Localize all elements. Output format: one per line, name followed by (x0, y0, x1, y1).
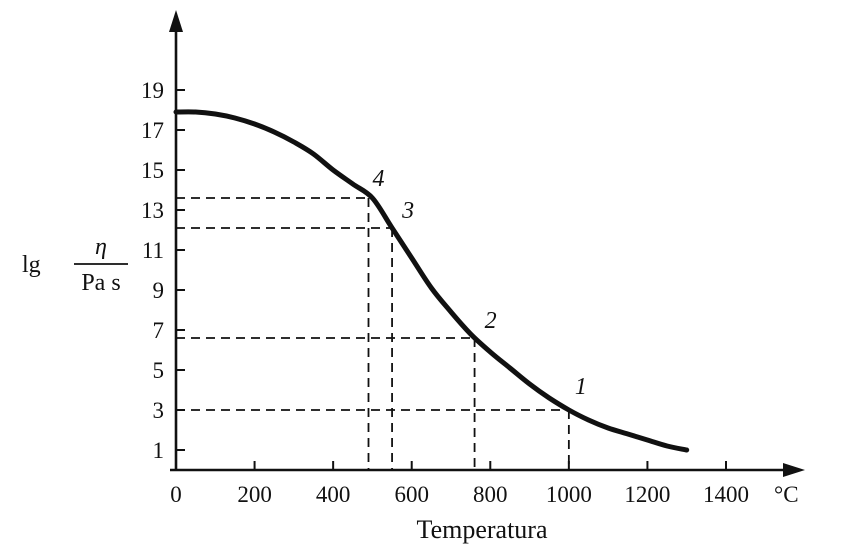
y-tick-label: 9 (153, 278, 165, 303)
axes (169, 10, 805, 477)
x-tick-label: 200 (237, 482, 272, 507)
x-axis-title: Temperatura (417, 515, 548, 544)
x-tick-label: 600 (394, 482, 429, 507)
y-tick-label: 3 (153, 398, 165, 423)
x-axis-arrow-icon (783, 463, 805, 477)
y-axis-title-denominator: Pa s (81, 270, 120, 296)
y-axis-title: lg η Pa s (22, 234, 128, 296)
x-unit-label: °C (774, 482, 799, 507)
y-tick-label: 19 (141, 78, 164, 103)
y-tick-label: 13 (141, 198, 164, 223)
point-labels: 1 2 34 (373, 166, 587, 400)
x-tick-label: 1000 (546, 482, 592, 507)
y-tick-label: 5 (153, 358, 165, 383)
y-tick-label: 17 (141, 118, 164, 143)
viscosity-curve (173, 109, 690, 453)
x-tick-label: 1400 (703, 482, 749, 507)
y-tick-label: 1 (153, 438, 165, 463)
x-ticks: 0 200 400 600 800 1000 1200 1400 (170, 461, 749, 507)
y-tick-label: 15 (141, 158, 164, 183)
reference-guides (176, 197, 570, 470)
x-tick-label: 0 (170, 482, 182, 507)
point-label: 4 (373, 166, 385, 192)
y-axis-title-numerator: η (95, 234, 107, 260)
x-tick-label: 1200 (624, 482, 670, 507)
y-tick-label: 7 (153, 318, 165, 343)
point-label: 1 (575, 374, 587, 400)
x-tick-label: 400 (316, 482, 351, 507)
point-label: 3 (401, 198, 414, 224)
y-axis-arrow-icon (169, 10, 183, 32)
x-tick-label: 800 (473, 482, 508, 507)
y-axis-title-prefix: lg (22, 252, 41, 278)
point-label: 2 (485, 308, 497, 334)
y-tick-label: 11 (142, 238, 164, 263)
